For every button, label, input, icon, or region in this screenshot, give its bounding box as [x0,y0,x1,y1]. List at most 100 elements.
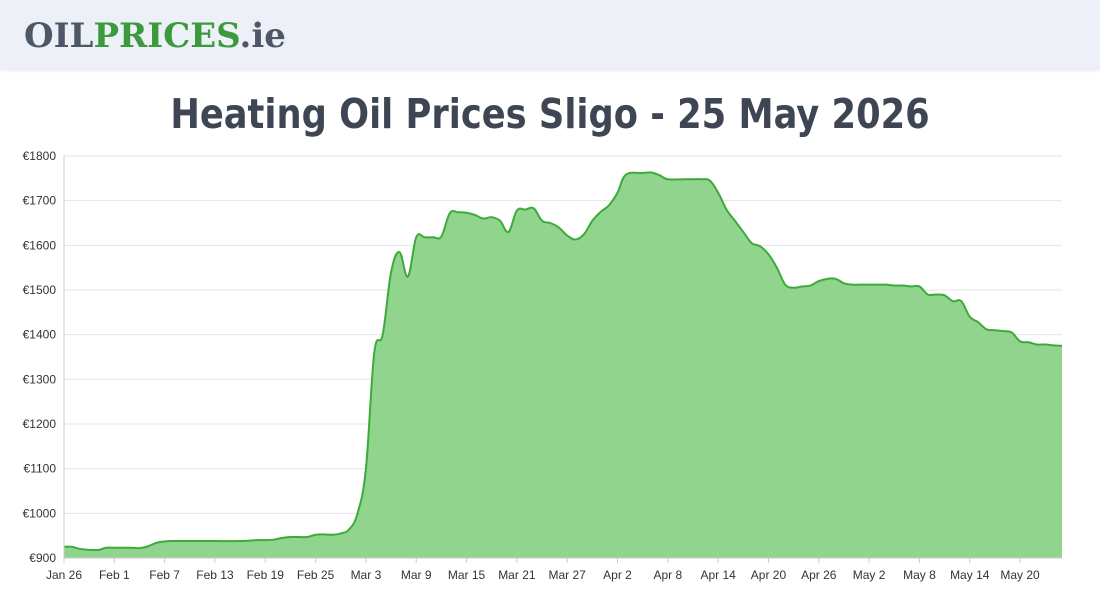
data-point[interactable] [791,285,797,291]
site-logo[interactable]: OILPRICES.ie [24,14,286,58]
data-point[interactable] [615,190,621,196]
data-point[interactable] [866,282,872,288]
data-point[interactable] [925,291,931,297]
data-point[interactable] [422,234,428,240]
data-point[interactable] [388,269,394,275]
data-point[interactable] [908,283,914,289]
data-point[interactable] [564,233,570,239]
data-point[interactable] [262,537,268,543]
data-point[interactable] [111,545,117,551]
data-point[interactable] [606,202,612,208]
data-point[interactable] [531,205,537,211]
data-point[interactable] [573,237,579,243]
data-point[interactable] [690,176,696,182]
data-point[interactable] [757,243,763,249]
data-point[interactable] [875,282,881,288]
data-point[interactable] [715,190,721,196]
data-point[interactable] [187,538,193,544]
data-point[interactable] [438,233,444,239]
data-point[interactable] [975,319,981,325]
data-point[interactable] [380,332,386,338]
data-point[interactable] [153,540,159,546]
data-point[interactable] [547,220,553,226]
data-point[interactable] [950,298,956,304]
data-point[interactable] [1025,339,1031,345]
data-point[interactable] [765,251,771,257]
data-point[interactable] [162,538,168,544]
data-point[interactable] [648,170,654,176]
data-point[interactable] [514,207,520,213]
data-point[interactable] [279,535,285,541]
data-point[interactable] [522,207,528,213]
data-point[interactable] [958,298,964,304]
data-point[interactable] [95,547,101,553]
data-point[interactable] [346,526,352,532]
data-point[interactable] [271,537,277,543]
data-point[interactable] [782,282,788,288]
data-point[interactable] [212,538,218,544]
data-point[interactable] [967,314,973,320]
data-point[interactable] [698,176,704,182]
data-point[interactable] [355,510,361,516]
data-point[interactable] [1034,341,1040,347]
data-point[interactable] [321,531,327,537]
data-point[interactable] [136,545,142,551]
data-point[interactable] [556,224,562,230]
data-point[interactable] [807,283,813,289]
data-point[interactable] [598,209,604,215]
data-point[interactable] [883,282,889,288]
data-point[interactable] [858,282,864,288]
data-point[interactable] [430,234,436,240]
data-point[interactable] [799,283,805,289]
data-point[interactable] [363,466,369,472]
data-point[interactable] [656,172,662,178]
data-point[interactable] [103,545,109,551]
data-point[interactable] [816,278,822,284]
data-point[interactable] [287,534,293,540]
data-point[interactable] [472,212,478,218]
data-point[interactable] [1042,341,1048,347]
data-point[interactable] [128,545,134,551]
data-point[interactable] [396,249,402,255]
data-point[interactable] [170,538,176,544]
data-point[interactable] [338,530,344,536]
data-point[interactable] [1017,338,1023,344]
data-point[interactable] [1059,343,1065,349]
data-point[interactable] [296,534,302,540]
data-point[interactable] [589,218,595,224]
data-point[interactable] [405,274,411,280]
data-point[interactable] [505,229,511,235]
data-point[interactable] [640,170,646,176]
data-point[interactable] [900,283,906,289]
data-point[interactable] [329,532,335,538]
data-point[interactable] [455,209,461,215]
data-point[interactable] [1009,329,1015,335]
data-point[interactable] [254,537,260,543]
data-point[interactable] [707,178,713,184]
data-point[interactable] [78,546,84,552]
data-point[interactable] [464,210,470,216]
data-point[interactable] [992,327,998,333]
data-point[interactable] [69,544,75,550]
data-point[interactable] [489,214,495,220]
data-point[interactable] [581,231,587,237]
data-point[interactable] [732,218,738,224]
data-point[interactable] [447,210,453,216]
data-point[interactable] [916,283,922,289]
data-point[interactable] [682,176,688,182]
data-point[interactable] [824,276,830,282]
data-point[interactable] [1000,328,1006,334]
data-point[interactable] [623,172,629,178]
data-point[interactable] [724,207,730,213]
data-point[interactable] [539,218,545,224]
data-point[interactable] [237,538,243,544]
data-point[interactable] [665,176,671,182]
data-point[interactable] [371,350,377,356]
data-point[interactable] [774,265,780,271]
data-point[interactable] [304,534,310,540]
data-point[interactable] [849,282,855,288]
data-point[interactable] [1051,342,1057,348]
data-point[interactable] [313,532,319,538]
data-point[interactable] [841,280,847,286]
data-point[interactable] [942,292,948,298]
